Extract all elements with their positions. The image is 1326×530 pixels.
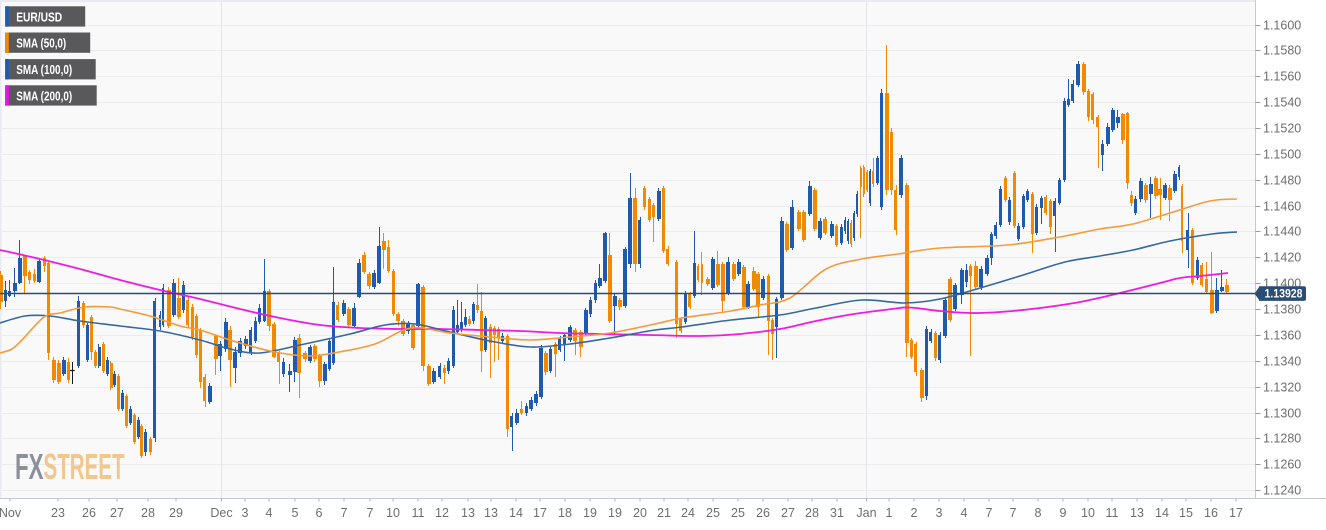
svg-text:25: 25 (731, 506, 745, 520)
svg-text:Dec: Dec (210, 506, 232, 520)
svg-text:1.1420: 1.1420 (1263, 251, 1301, 265)
svg-text:27: 27 (781, 506, 795, 520)
svg-text:11: 11 (1106, 506, 1119, 520)
svg-text:26: 26 (756, 506, 770, 520)
svg-text:EUR/USD: EUR/USD (16, 9, 62, 24)
svg-text:3: 3 (936, 506, 943, 520)
svg-text:24: 24 (681, 506, 695, 520)
svg-text:19: 19 (608, 506, 622, 520)
svg-text:1.1320: 1.1320 (1263, 381, 1301, 395)
svg-text:STREET: STREET (44, 446, 125, 487)
svg-text:1.1300: 1.1300 (1263, 407, 1301, 421)
svg-text:Jan: Jan (856, 506, 876, 520)
svg-text:1.1480: 1.1480 (1263, 174, 1301, 188)
svg-text:27: 27 (110, 506, 124, 520)
svg-text:26: 26 (82, 506, 96, 520)
svg-text:13: 13 (461, 506, 475, 520)
svg-text:3: 3 (242, 506, 249, 520)
svg-text:31: 31 (830, 506, 844, 520)
svg-text:8: 8 (1035, 506, 1042, 520)
svg-text:10: 10 (1081, 506, 1095, 520)
svg-text:15: 15 (1179, 506, 1193, 520)
svg-text:11: 11 (412, 506, 425, 520)
svg-text:12: 12 (435, 506, 449, 520)
svg-text:7: 7 (341, 506, 348, 520)
svg-text:2: 2 (911, 506, 918, 520)
svg-text:1.1520: 1.1520 (1263, 122, 1301, 136)
svg-text:1.1600: 1.1600 (1263, 19, 1301, 33)
svg-text:13: 13 (484, 506, 498, 520)
svg-text:21: 21 (657, 506, 671, 520)
svg-text:SMA (100,0): SMA (100,0) (16, 62, 72, 77)
svg-text:29: 29 (169, 506, 183, 520)
svg-text:6: 6 (316, 506, 323, 520)
svg-text:16: 16 (1204, 506, 1218, 520)
svg-text:7: 7 (986, 506, 993, 520)
svg-text:7: 7 (1010, 506, 1017, 520)
svg-text:1.1340: 1.1340 (1263, 355, 1301, 369)
svg-text:25: 25 (706, 506, 720, 520)
svg-text:28: 28 (805, 506, 819, 520)
svg-text:13: 13 (1130, 506, 1144, 520)
svg-text:Nov: Nov (0, 506, 22, 520)
svg-text:1.1460: 1.1460 (1263, 200, 1301, 214)
svg-text:1.1440: 1.1440 (1263, 225, 1301, 239)
svg-text:1.1500: 1.1500 (1263, 148, 1301, 162)
svg-text:1.1540: 1.1540 (1263, 96, 1301, 110)
svg-text:1.1560: 1.1560 (1263, 70, 1301, 84)
svg-text:14: 14 (509, 506, 523, 520)
svg-text:23: 23 (51, 506, 65, 520)
svg-text:SMA (200,0): SMA (200,0) (16, 88, 72, 103)
svg-text:4: 4 (961, 506, 968, 520)
svg-text:28: 28 (141, 506, 155, 520)
svg-text:1.1240: 1.1240 (1263, 484, 1301, 498)
svg-text:5: 5 (292, 506, 299, 520)
svg-text:9: 9 (1060, 506, 1067, 520)
svg-text:19: 19 (583, 506, 597, 520)
svg-text:4: 4 (266, 506, 273, 520)
svg-text:18: 18 (558, 506, 572, 520)
svg-text:SMA (50,0): SMA (50,0) (16, 36, 66, 51)
svg-text:1.1360: 1.1360 (1263, 329, 1301, 343)
svg-text:14: 14 (1155, 506, 1169, 520)
svg-text:17: 17 (1229, 506, 1243, 520)
svg-text:1.1380: 1.1380 (1263, 303, 1301, 317)
svg-text:1.1580: 1.1580 (1263, 44, 1301, 58)
svg-text:7: 7 (367, 506, 374, 520)
svg-text:1: 1 (886, 506, 893, 520)
svg-text:1.13928: 1.13928 (1265, 287, 1303, 301)
svg-text:10: 10 (386, 506, 400, 520)
svg-text:1.1260: 1.1260 (1263, 458, 1301, 472)
svg-text:FX: FX (15, 446, 44, 487)
svg-text:20: 20 (633, 506, 647, 520)
svg-text:17: 17 (533, 506, 547, 520)
svg-text:1.1280: 1.1280 (1263, 432, 1301, 446)
